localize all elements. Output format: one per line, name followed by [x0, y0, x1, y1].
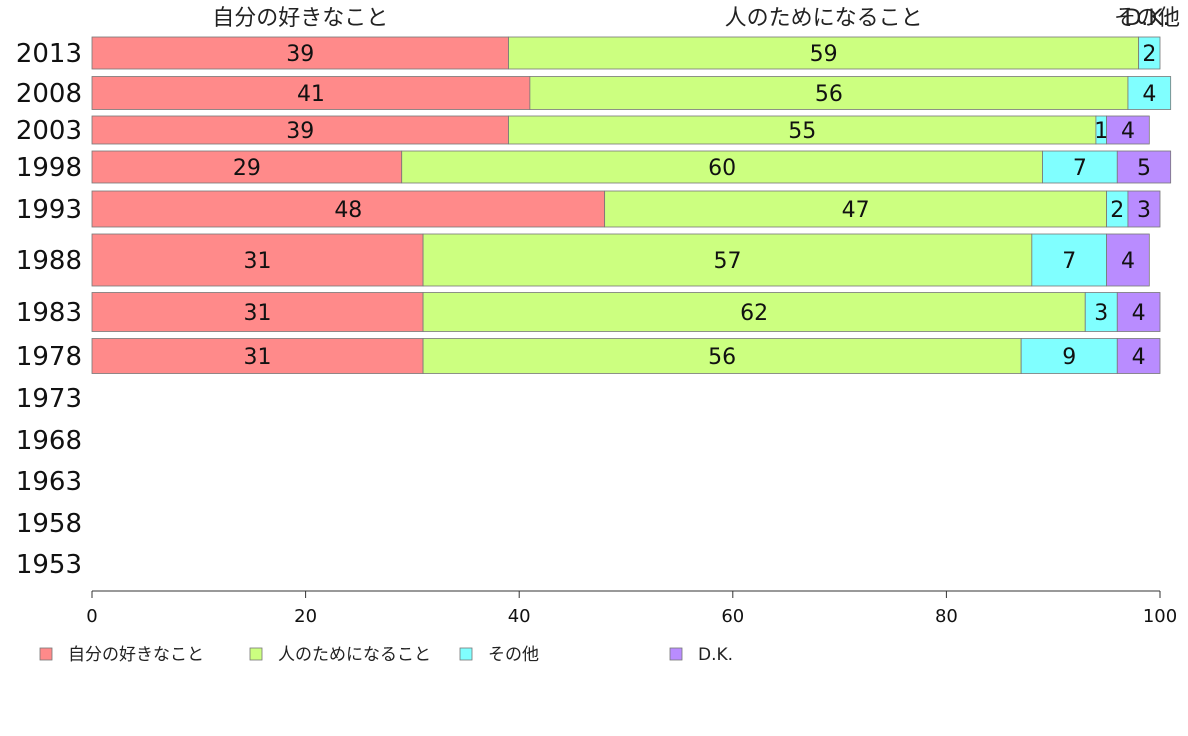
- bar-segment: [1138, 36, 1161, 70]
- segment-label: 3: [1094, 301, 1108, 326]
- legend-swatch: [459, 647, 473, 661]
- bar-segment: [422, 338, 1022, 374]
- bar-segment: [401, 150, 1043, 184]
- year-label: 1953: [16, 550, 82, 580]
- year-label: 1998: [16, 153, 82, 183]
- bar-segment: [91, 115, 509, 145]
- segment-label: 9: [1062, 345, 1076, 370]
- series-header-1: 自分の好きなこと: [212, 6, 388, 31]
- year-label: 1988: [16, 246, 82, 276]
- bar-segment: [508, 36, 1140, 70]
- segment-label: 2: [1110, 198, 1124, 223]
- bar-segment: [604, 190, 1108, 228]
- legend-label: その他: [488, 645, 539, 665]
- legend-swatch: [249, 647, 263, 661]
- segment-label: 31: [244, 249, 272, 274]
- legend-label: 自分の好きなこと: [68, 645, 204, 665]
- year-label: 1963: [16, 467, 82, 497]
- segment-label: 31: [244, 345, 272, 370]
- year-label: 2003: [16, 116, 82, 146]
- x-tick-label: 80: [935, 606, 958, 627]
- segment-label: 39: [286, 42, 314, 67]
- legend: 自分の好きなこと 人のためになること その他 D.K.: [39, 645, 733, 665]
- segment-label: 41: [297, 82, 325, 107]
- bar-segment: [529, 76, 1129, 110]
- x-axis: 0 20 40 60 80 100: [86, 590, 1177, 627]
- segment-label: 4: [1121, 119, 1135, 144]
- bar-segment: [1116, 338, 1161, 374]
- bar-segment: [1116, 292, 1161, 332]
- year-label: 1993: [16, 195, 82, 225]
- segment-label: 31: [244, 301, 272, 326]
- segment-label: 29: [233, 156, 261, 181]
- legend-swatch: [669, 647, 683, 661]
- segment-label: 62: [740, 301, 768, 326]
- bar-segment: [1031, 233, 1107, 287]
- bar-segment: [91, 292, 424, 332]
- bar-segment: [1106, 115, 1150, 145]
- segment-label: 4: [1132, 301, 1146, 326]
- segment-label: 55: [788, 119, 816, 144]
- bar-segment: [1106, 233, 1150, 287]
- segment-label: 48: [334, 198, 362, 223]
- series-header-4: D.K.: [1124, 6, 1169, 31]
- year-label: 2013: [16, 39, 82, 69]
- segment-label: 59: [810, 42, 838, 67]
- year-label: 2008: [16, 79, 82, 109]
- bar-segment: [1127, 76, 1172, 110]
- segment-label: 2: [1142, 42, 1156, 67]
- segment-label: 56: [815, 82, 843, 107]
- segment-label: 4: [1121, 249, 1135, 274]
- segment-label: 5: [1137, 156, 1151, 181]
- bar-segment: [1116, 150, 1172, 184]
- year-label: 1983: [16, 298, 82, 328]
- bar-segment: [91, 190, 606, 228]
- bar-segment: [1042, 150, 1118, 184]
- segment-label: 7: [1073, 156, 1087, 181]
- segment-label: 7: [1062, 249, 1076, 274]
- series-header-3: その他: [1114, 6, 1180, 31]
- bar-segment: [1084, 292, 1118, 332]
- legend-label: D.K.: [698, 645, 733, 665]
- bar-segment: [1127, 190, 1161, 228]
- bar-segment: [91, 338, 424, 374]
- bar-segment: [91, 233, 424, 287]
- bar-segment: [508, 115, 1097, 145]
- legend-swatch: [39, 647, 53, 661]
- segment-label: 39: [286, 119, 314, 144]
- segment-label: 57: [713, 249, 741, 274]
- year-label: 1968: [16, 426, 82, 456]
- bar-segment: [422, 292, 1086, 332]
- year-label: 1958: [16, 509, 82, 539]
- year-labels: 2013 2008 2003 1998 1993 1988 1983 1978 1973 1968…: [16, 39, 82, 580]
- series-header-2: 人のためになること: [725, 6, 923, 31]
- x-tick-label: 60: [721, 606, 744, 627]
- bar-segment: [91, 36, 509, 70]
- year-label: 1973: [16, 384, 82, 414]
- x-tick-label: 20: [294, 606, 317, 627]
- segment-label: 3: [1137, 198, 1151, 223]
- x-tick-label: 100: [1143, 606, 1177, 627]
- segment-label: 1: [1094, 119, 1108, 144]
- segment-label: 47: [842, 198, 870, 223]
- segment-label: 4: [1142, 82, 1156, 107]
- x-tick-label: 0: [86, 606, 97, 627]
- segment-label: 60: [708, 156, 736, 181]
- bars: 39 59 241 56 439 55 1 429 60 7 548 47 2 331 57 7 431 62 3 4…: [91, 36, 1172, 374]
- year-label: 1978: [16, 342, 82, 372]
- x-tick-label: 40: [508, 606, 531, 627]
- segment-label: 56: [708, 345, 736, 370]
- legend-label: 人のためになること: [278, 645, 431, 665]
- segment-label: 4: [1132, 345, 1146, 370]
